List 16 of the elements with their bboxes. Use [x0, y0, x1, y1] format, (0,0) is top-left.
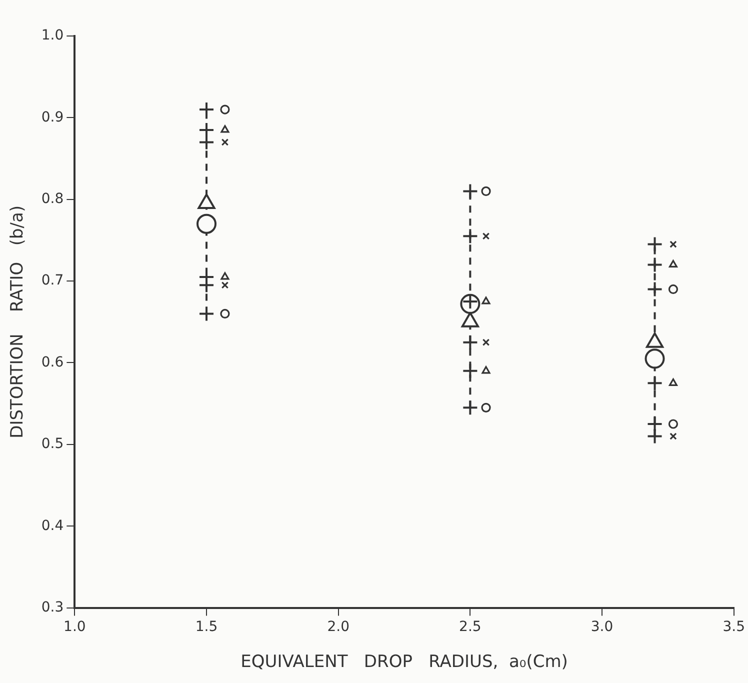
x-tick-label: 2.5: [459, 618, 482, 635]
x-tick-label: 2.0: [327, 618, 350, 635]
y-tick-label: 0.3: [41, 599, 64, 616]
y-tick-label: 0.9: [41, 109, 64, 126]
y-tick-label: 0.5: [41, 436, 64, 452]
x-axis-title: EQUIVALENT DROP RADIUS, a₀(Cm): [240, 652, 568, 672]
y-tick-label: 0.8: [41, 191, 64, 208]
y-axis-title: DISTORTION RATIO (b/a): [8, 205, 28, 438]
x-tick-label: 3.0: [590, 618, 614, 635]
y-tick-label: 1.0: [41, 28, 64, 44]
y-tick-label: 0.4: [41, 518, 64, 534]
y-tick-label: 0.6: [41, 354, 64, 370]
x-tick-label: 1.0: [64, 618, 86, 635]
y-tick-label: 0.7: [41, 272, 64, 289]
x-tick-label: 1.5: [195, 618, 218, 635]
x-tick-label: 3.5: [722, 618, 745, 635]
